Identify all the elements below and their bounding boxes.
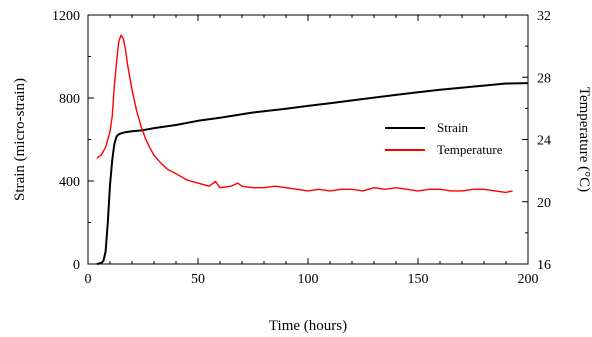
series-line-strain bbox=[96, 82, 529, 265]
legend: Strain Temperature bbox=[385, 120, 503, 157]
legend-label-strain: Strain bbox=[437, 120, 469, 135]
axes-layer: 0 50 100 150 200 0 400 800 1200 16 20 24 28 32 Time (h… bbox=[12, 9, 592, 334]
y2-tick-label: 20 bbox=[537, 196, 551, 211]
y2-tick-label: 32 bbox=[537, 9, 551, 24]
y-axis-title: Strain (micro-strain) bbox=[12, 78, 28, 201]
x-tick-label: 150 bbox=[408, 272, 429, 287]
plot-frame bbox=[87, 14, 529, 265]
x-axis-title: Time (hours) bbox=[269, 318, 347, 334]
y-tick-label: 400 bbox=[59, 175, 80, 190]
x-tick-label: 200 bbox=[518, 272, 539, 287]
x-tick-label: 0 bbox=[85, 272, 92, 287]
y-tick-label: 800 bbox=[59, 92, 80, 107]
y2-axis-title: Temperature (°C) bbox=[576, 87, 592, 192]
y2-tick-label: 16 bbox=[537, 258, 551, 273]
y2-tick-label: 24 bbox=[537, 134, 551, 149]
legend-label-temperature: Temperature bbox=[437, 142, 503, 157]
y2-tick-label: 28 bbox=[537, 71, 551, 86]
series-line-temperature bbox=[96, 34, 513, 194]
series-layer bbox=[96, 34, 529, 265]
x-tick-label: 100 bbox=[298, 272, 319, 287]
y-tick-label: 1200 bbox=[52, 9, 80, 24]
x-tick-label: 50 bbox=[191, 272, 205, 287]
plot-area bbox=[87, 14, 529, 265]
y-tick-label: 0 bbox=[73, 258, 80, 273]
